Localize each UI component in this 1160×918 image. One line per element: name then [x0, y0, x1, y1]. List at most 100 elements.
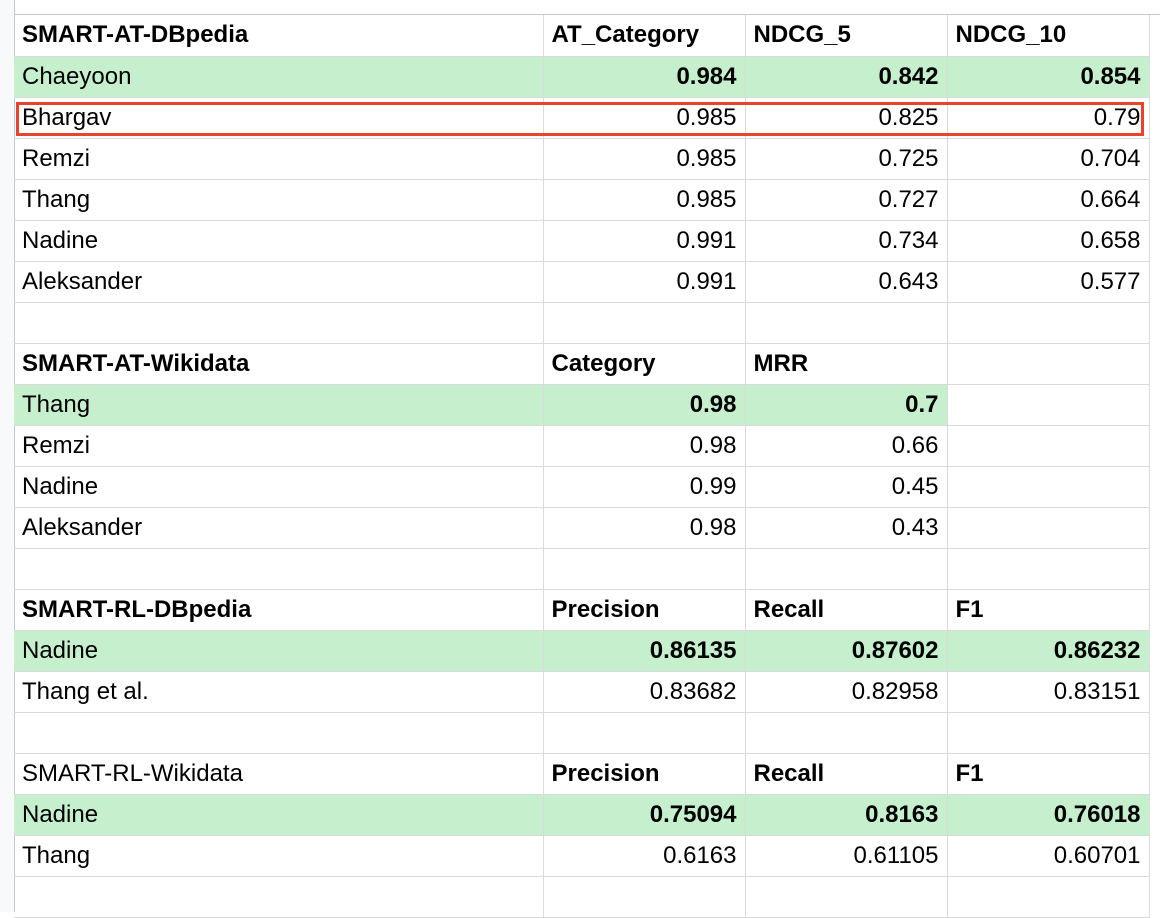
table-row: Remzi 0.98 0.66	[14, 425, 1150, 467]
table-title[interactable]: SMART-AT-DBpedia	[14, 15, 544, 57]
empty-cell[interactable]	[947, 384, 1150, 426]
table-title[interactable]: SMART-AT-Wikidata	[14, 343, 544, 385]
value-cell[interactable]: 0.79	[947, 97, 1150, 139]
value-cell[interactable]: 0.98	[543, 425, 746, 467]
value-cell[interactable]: 0.86135	[543, 630, 746, 672]
value-cell[interactable]: 0.991	[543, 261, 746, 303]
column-header[interactable]: Category	[543, 343, 746, 385]
name-cell[interactable]: Aleksander	[14, 507, 544, 549]
empty-cell[interactable]	[745, 302, 948, 344]
table-row: Aleksander 0.98 0.43	[14, 507, 1150, 549]
value-cell[interactable]: 0.99	[543, 466, 746, 508]
value-cell[interactable]: 0.98	[543, 384, 746, 426]
name-cell[interactable]: Thang et al.	[14, 671, 544, 713]
value-cell[interactable]: 0.643	[745, 261, 948, 303]
table-title[interactable]: SMART-RL-Wikidata	[14, 753, 544, 795]
value-cell[interactable]: 0.87602	[745, 630, 948, 672]
column-header[interactable]: NDCG_10	[947, 15, 1150, 57]
empty-cell[interactable]	[947, 466, 1150, 508]
table-row: Thang 0.6163 0.61105 0.60701	[14, 835, 1150, 877]
empty-cell[interactable]	[543, 302, 746, 344]
empty-cell[interactable]	[947, 425, 1150, 467]
value-cell[interactable]: 0.76018	[947, 794, 1150, 836]
value-cell[interactable]: 0.7	[745, 384, 948, 426]
value-cell[interactable]: 0.61105	[745, 835, 948, 877]
value-cell[interactable]: 0.8163	[745, 794, 948, 836]
empty-cell[interactable]	[14, 548, 544, 590]
value-cell[interactable]: 0.60701	[947, 835, 1150, 877]
table-row: Thang 0.985 0.727 0.664	[14, 179, 1150, 221]
empty-cell[interactable]	[947, 507, 1150, 549]
name-cell[interactable]: Chaeyoon	[14, 56, 544, 98]
column-header[interactable]: Recall	[745, 753, 948, 795]
name-cell[interactable]: Thang	[14, 835, 544, 877]
column-header[interactable]: MRR	[745, 343, 948, 385]
value-cell[interactable]: 0.86232	[947, 630, 1150, 672]
value-cell[interactable]: 0.985	[543, 179, 746, 221]
column-header[interactable]: Recall	[745, 589, 948, 631]
table-title[interactable]: SMART-RL-DBpedia	[14, 589, 544, 631]
value-cell[interactable]: 0.45	[745, 466, 948, 508]
empty-cell[interactable]	[745, 548, 948, 590]
column-header[interactable]: AT_Category	[543, 15, 746, 57]
name-cell[interactable]: Remzi	[14, 425, 544, 467]
value-cell[interactable]: 0.984	[543, 56, 746, 98]
empty-cell[interactable]	[14, 302, 544, 344]
empty-cell[interactable]	[543, 712, 746, 754]
name-cell[interactable]: Nadine	[14, 466, 544, 508]
name-cell[interactable]: Nadine	[14, 220, 544, 262]
value-cell[interactable]: 0.6163	[543, 835, 746, 877]
column-header[interactable]: F1	[947, 589, 1150, 631]
name-cell[interactable]: Thang	[14, 384, 544, 426]
value-cell[interactable]: 0.985	[543, 138, 746, 180]
value-cell[interactable]: 0.734	[745, 220, 948, 262]
table-header-row: SMART-RL-DBpedia Precision Recall F1	[14, 589, 1150, 631]
row-header-strip	[0, 0, 15, 912]
empty-cell[interactable]	[543, 548, 746, 590]
value-cell[interactable]: 0.664	[947, 179, 1150, 221]
value-cell[interactable]: 0.83682	[543, 671, 746, 713]
empty-row	[14, 302, 1150, 344]
name-cell[interactable]: Aleksander	[14, 261, 544, 303]
table-header-row: SMART-AT-Wikidata Category MRR	[14, 343, 1150, 385]
column-header[interactable]: NDCG_5	[745, 15, 948, 57]
table-row: Chaeyoon 0.984 0.842 0.854	[14, 56, 1150, 98]
value-cell[interactable]: 0.825	[745, 97, 948, 139]
empty-cell[interactable]	[745, 712, 948, 754]
value-cell[interactable]: 0.991	[543, 220, 746, 262]
value-cell[interactable]: 0.66	[745, 425, 948, 467]
column-header[interactable]: F1	[947, 753, 1150, 795]
empty-cell[interactable]	[947, 548, 1150, 590]
empty-row	[14, 876, 1150, 918]
value-cell[interactable]: 0.727	[745, 179, 948, 221]
table-row: Aleksander 0.991 0.643 0.577	[14, 261, 1150, 303]
name-cell[interactable]: Bhargav	[14, 97, 544, 139]
value-cell[interactable]: 0.98	[543, 507, 746, 549]
value-cell[interactable]: 0.75094	[543, 794, 746, 836]
value-cell[interactable]: 0.725	[745, 138, 948, 180]
empty-cell[interactable]	[947, 876, 1150, 918]
name-cell[interactable]: Remzi	[14, 138, 544, 180]
value-cell[interactable]: 0.704	[947, 138, 1150, 180]
name-cell[interactable]: Nadine	[14, 630, 544, 672]
value-cell[interactable]: 0.985	[543, 97, 746, 139]
empty-cell[interactable]	[745, 876, 948, 918]
empty-cell[interactable]	[947, 712, 1150, 754]
column-header[interactable]: Precision	[543, 589, 746, 631]
value-cell[interactable]: 0.842	[745, 56, 948, 98]
value-cell[interactable]: 0.82958	[745, 671, 948, 713]
value-cell[interactable]: 0.658	[947, 220, 1150, 262]
value-cell[interactable]: 0.83151	[947, 671, 1150, 713]
value-cell[interactable]: 0.854	[947, 56, 1150, 98]
name-cell[interactable]: Nadine	[14, 794, 544, 836]
name-cell[interactable]: Thang	[14, 179, 544, 221]
column-header[interactable]: Precision	[543, 753, 746, 795]
value-cell[interactable]: 0.577	[947, 261, 1150, 303]
empty-cell[interactable]	[947, 302, 1150, 344]
value-cell[interactable]: 0.43	[745, 507, 948, 549]
empty-cell[interactable]	[947, 343, 1150, 385]
empty-cell[interactable]	[543, 876, 746, 918]
empty-cell[interactable]	[14, 712, 544, 754]
empty-cell[interactable]	[14, 876, 544, 918]
